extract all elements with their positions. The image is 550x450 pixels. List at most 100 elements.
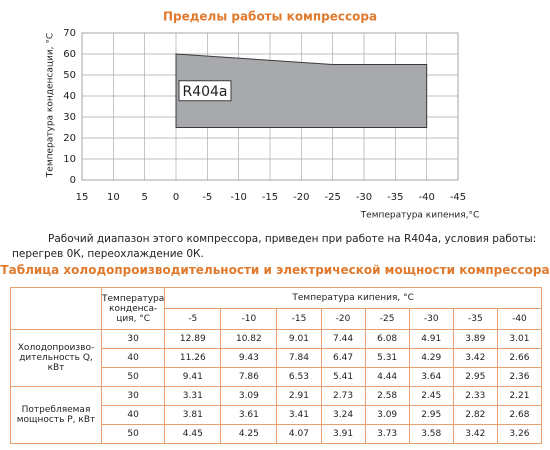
condensing-temp: 30 bbox=[100, 329, 166, 349]
table-value: 12.89 bbox=[164, 329, 222, 349]
table-value: 3.26 bbox=[496, 424, 543, 444]
table-value: 9.43 bbox=[220, 348, 278, 368]
table-value: 3.61 bbox=[220, 405, 278, 425]
table-value: 2.73 bbox=[320, 386, 366, 406]
table-value: 3.09 bbox=[220, 386, 278, 406]
group-name: Холодопроизво-дительность Q, кВт bbox=[10, 329, 102, 387]
y-tick-label: 10 bbox=[63, 154, 76, 165]
x-tick-label: -45 bbox=[450, 192, 466, 203]
y-axis-label: Температура конденсации, °С bbox=[46, 33, 56, 178]
table-value: 3.58 bbox=[408, 424, 454, 444]
table-value: 9.01 bbox=[276, 329, 322, 349]
table-value: 2.58 bbox=[364, 386, 410, 406]
y-tick-label: 60 bbox=[63, 49, 76, 60]
y-tick-label: 30 bbox=[63, 112, 76, 123]
x-tick-label: -10 bbox=[230, 192, 246, 203]
table-value: 2.95 bbox=[408, 405, 454, 425]
table-value: 3.89 bbox=[452, 329, 498, 349]
table-value: 7.44 bbox=[320, 329, 366, 349]
table-value: 2.33 bbox=[452, 386, 498, 406]
x-tick-label: 15 bbox=[76, 192, 89, 203]
x-tick-label: -30 bbox=[356, 192, 372, 203]
corner-cell bbox=[10, 287, 102, 330]
table-value: 3.91 bbox=[320, 424, 366, 444]
table-value: 3.41 bbox=[276, 405, 322, 425]
x-tick-label: -20 bbox=[293, 192, 309, 203]
table-value: 4.25 bbox=[220, 424, 278, 444]
condensing-temp: 50 bbox=[100, 367, 166, 387]
column-header: -35 bbox=[452, 308, 498, 330]
table-value: 3.81 bbox=[164, 405, 222, 425]
x-axis-label: Температура кипения,°С bbox=[360, 211, 480, 221]
table-value: 4.45 bbox=[164, 424, 222, 444]
table-value: 7.84 bbox=[276, 348, 322, 368]
table-row: Температура конденса-ция, °С Температура … bbox=[10, 287, 542, 330]
x-tick-label: 5 bbox=[141, 192, 147, 203]
group-name: Потребляемая мощность Р, кВт bbox=[10, 386, 102, 444]
table-row: Потребляемая мощность Р, кВт 30 3.31 3.09 2.… bbox=[10, 386, 543, 444]
column-header: -10 bbox=[220, 308, 278, 330]
table-value: 3.42 bbox=[452, 424, 498, 444]
condensing-temp: 50 bbox=[100, 424, 166, 444]
column-header: -15 bbox=[276, 308, 322, 330]
x-tick-label: -5 bbox=[202, 192, 212, 203]
table-value: 7.86 bbox=[220, 367, 278, 387]
table-value: 11.26 bbox=[164, 348, 222, 368]
table-row: 40 11.26 9.43 7.84 6.47 5.31 4.29 3.42 2.66 bbox=[11, 348, 543, 368]
x-tick-label: -25 bbox=[324, 192, 340, 203]
column-header: -25 bbox=[364, 308, 410, 330]
table-value: 3.24 bbox=[320, 405, 366, 425]
annotation: R404a bbox=[182, 84, 227, 100]
table-value: 2.91 bbox=[276, 386, 322, 406]
table-value: 4.29 bbox=[408, 348, 454, 368]
table: Температура конденса-ция, °С Температура … bbox=[10, 287, 543, 444]
envelope bbox=[175, 53, 428, 128]
table-value: 3.73 bbox=[364, 424, 410, 444]
annotation-box bbox=[178, 80, 232, 102]
chart-title: Пределы работы компрессора bbox=[163, 10, 377, 24]
paragraph: Рабочий диапазон этого компрессора, прив… bbox=[12, 233, 537, 260]
chart: Пределы работы компрессора Температура к… bbox=[46, 10, 480, 221]
y-tick-label: 0 bbox=[70, 175, 76, 186]
table-value: 4.07 bbox=[276, 424, 322, 444]
x-tick-label: 0 bbox=[173, 192, 179, 203]
table-value: 2.68 bbox=[496, 405, 543, 425]
table-value: 10.82 bbox=[220, 329, 278, 349]
table-value: 3.09 bbox=[364, 405, 410, 425]
table-row: 50 9.41 7.86 6.53 5.41 4.44 3.64 2.95 2.36 bbox=[11, 367, 543, 387]
y-tick-label: 50 bbox=[63, 70, 76, 81]
table-value: 2.36 bbox=[496, 367, 543, 387]
column-header: -20 bbox=[320, 308, 366, 330]
x-tick-label: -35 bbox=[387, 192, 403, 203]
table-value: 4.44 bbox=[364, 367, 410, 387]
table-value: 3.31 bbox=[164, 386, 222, 406]
table-value: 2.45 bbox=[408, 386, 454, 406]
condensing-header: Температура конденса-ция, °С bbox=[100, 287, 166, 330]
y-tick-label: 40 bbox=[63, 91, 76, 102]
column-header: -5 bbox=[164, 308, 222, 330]
table-value: 6.47 bbox=[320, 348, 366, 368]
evaporating-header: Температура кипения, °С bbox=[164, 287, 542, 309]
table-value: 5.41 bbox=[320, 367, 366, 387]
table-value: 3.42 bbox=[452, 348, 498, 368]
table-row: 50 4.45 4.25 4.07 3.91 3.73 3.58 3.42 3.26 bbox=[11, 424, 543, 444]
column-header: -30 bbox=[408, 308, 454, 330]
table-value: 4.91 bbox=[408, 329, 454, 349]
table-value: 6.53 bbox=[276, 367, 322, 387]
column-header: -40 bbox=[496, 308, 543, 330]
table-value: 9.41 bbox=[164, 367, 222, 387]
table-value: 5.31 bbox=[364, 348, 410, 368]
table-row: Холодопроизво-дительность Q, кВт 30 12.89 1… bbox=[10, 329, 543, 387]
table-value: 3.01 bbox=[496, 329, 543, 349]
condensing-temp: 30 bbox=[100, 386, 166, 406]
table-value: 2.82 bbox=[452, 405, 498, 425]
table-value: 2.66 bbox=[496, 348, 543, 368]
y-tick-label: 20 bbox=[63, 133, 76, 144]
table-value: 2.21 bbox=[496, 386, 543, 406]
condensing-temp: 40 bbox=[100, 405, 166, 425]
x-tick-label: 10 bbox=[107, 192, 120, 203]
y-tick-label: 70 bbox=[63, 28, 76, 39]
table-title: Таблица холодопроизводительности и элект… bbox=[0, 263, 550, 277]
condensing-temp: 40 bbox=[100, 348, 166, 368]
